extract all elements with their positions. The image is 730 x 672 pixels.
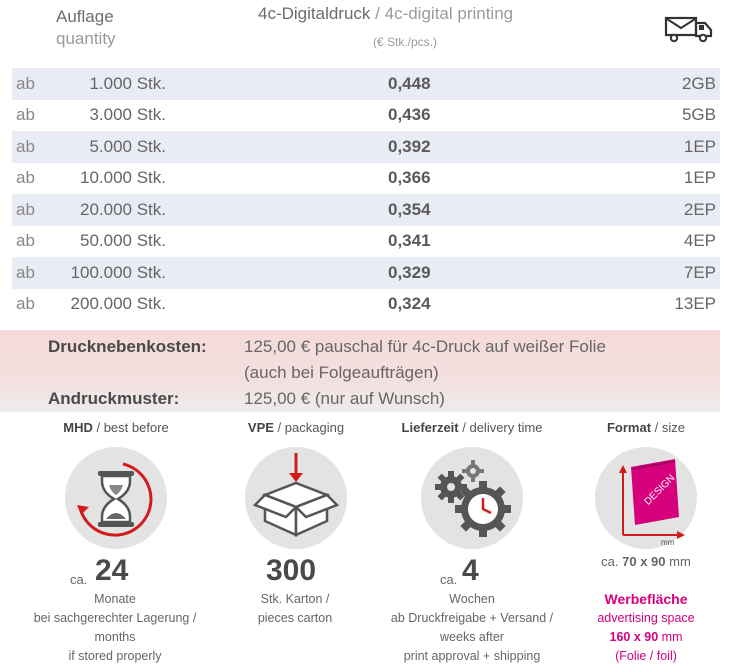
bag-size-icon: DESIGN mm [619, 459, 685, 547]
format-title: Format / size [606, 420, 686, 435]
proof-text: 125,00 € (nur auf Wunsch) [244, 389, 445, 408]
print-costs-note: (auch bei Folgeaufträgen) [244, 363, 439, 382]
format-size: ca. 70 x 90 mm [601, 554, 691, 569]
print-heading-sep: / [370, 4, 385, 23]
shipping-cell: 1EP [683, 168, 716, 188]
delivery-truck-icon [664, 16, 713, 43]
best-before-circle [65, 447, 167, 549]
quantity-cell: 10.000 Stk. [79, 168, 166, 188]
format-circle: DESIGN mm [595, 447, 697, 549]
ab-label: ab [16, 231, 35, 251]
price-cell: 0,354 [388, 199, 431, 219]
table-row: ab 100.000 Stk. 0,329 7EP [12, 257, 720, 289]
quantity-heading-de: Auflage [56, 7, 114, 26]
additional-costs-box: Drucknebenkosten: 125,00 € pauschal für … [0, 330, 720, 412]
feature-delivery-time: Lieferzeit / delivery time [382, 420, 562, 549]
table-row: ab 5.000 Stk. 0,392 1EP [12, 131, 720, 163]
delivery-time-text: Wochen ab Druckfreigabe + Versand / week… [390, 592, 554, 663]
box-icon [252, 453, 340, 537]
table-row: ab 3.000 Stk. 0,436 5GB [12, 100, 720, 132]
feature-format: Format / size DESIGN mm [556, 420, 730, 549]
price-cell: 0,324 [388, 294, 431, 314]
print-costs-text: 125,00 € pauschal für 4c-Druck auf weiße… [244, 337, 606, 356]
shipping-cell: 4EP [683, 231, 716, 251]
ab-label: ab [16, 105, 35, 125]
packaging-title: VPE / packaging [247, 420, 345, 435]
price-cell: 0,448 [388, 73, 431, 93]
best-before-title: MHD / best before [63, 420, 169, 435]
delivery-time-value: 4 [462, 554, 479, 587]
delivery-time-prefix: ca. [440, 572, 458, 587]
print-heading-de: 4c-Digitaldruck [258, 4, 371, 23]
price-table: ab 1.000 Stk. 0,448 2GB ab 3.000 Stk. 0,… [12, 68, 720, 320]
shipping-cell: 1EP [683, 136, 716, 156]
feature-packaging: VPE / packaging [206, 420, 386, 549]
best-before-value: 24 [95, 554, 129, 587]
ab-label: ab [16, 262, 35, 282]
table-row: ab 1.000 Stk. 0,448 2GB [12, 68, 720, 100]
ab-label: ab [16, 294, 35, 314]
price-cell: 0,341 [388, 231, 431, 251]
best-before-prefix: ca. [70, 572, 88, 587]
shipping-cell: 2GB [681, 73, 716, 93]
price-cell: 0,329 [388, 262, 431, 282]
packaging-text: Stk. Karton / pieces carton [257, 592, 333, 625]
quantity-cell: 1.000 Stk. [89, 73, 166, 93]
packaging-value: 300 [266, 554, 317, 587]
ab-label: ab [16, 73, 35, 93]
mm-label: mm [661, 538, 675, 547]
ab-label: ab [16, 168, 35, 188]
quantity-cell: 200.000 Stk. [70, 294, 166, 314]
shipping-cell: 13EP [674, 294, 716, 314]
quantity-cell: 50.000 Stk. [79, 231, 166, 251]
hourglass-icon [77, 462, 153, 537]
price-cell: 0,436 [388, 105, 431, 125]
quantity-cell: 3.000 Stk. [89, 105, 166, 125]
quantity-heading: Auflage quantity [56, 6, 116, 50]
ab-label: ab [16, 136, 35, 156]
price-unit: (€ Stk./pcs.) [373, 35, 438, 49]
print-heading: 4c-Digitaldruck / 4c-digital printing [258, 4, 578, 24]
table-row: ab 50.000 Stk. 0,341 4EP [12, 226, 720, 258]
shipping-cell: 7EP [683, 262, 716, 282]
delivery-time-title: Lieferzeit / delivery time [401, 420, 543, 435]
gears-clock-icon [435, 460, 511, 537]
packaging-circle [245, 447, 347, 549]
quantity-cell: 20.000 Stk. [79, 199, 166, 219]
proof-label: Andruckmuster: [48, 389, 180, 408]
delivery-time-circle [421, 447, 523, 549]
table-row: ab 10.000 Stk. 0,366 1EP [12, 163, 720, 195]
price-cell: 0,392 [388, 136, 431, 156]
quantity-cell: 5.000 Stk. [89, 136, 166, 156]
table-row: ab 200.000 Stk. 0,324 13EP [12, 289, 720, 321]
price-table-header: Auflage quantity 4c-Digitaldruck / 4c-di… [0, 0, 730, 68]
shipping-cell: 5GB [681, 105, 716, 125]
print-heading-en: 4c-digital printing [384, 4, 514, 23]
ab-label: ab [16, 199, 35, 219]
print-costs-label: Drucknebenkosten: [48, 337, 207, 356]
quantity-cell: 100.000 Stk. [70, 262, 166, 282]
advertising-space: Werbefläche advertising space 160 x 90 m… [597, 591, 695, 663]
feature-best-before: MHD / best before [26, 420, 206, 549]
shipping-cell: 2EP [683, 199, 716, 219]
table-row: ab 20.000 Stk. 0,354 2EP [12, 194, 720, 226]
quantity-heading-en: quantity [56, 29, 116, 48]
price-cell: 0,366 [388, 168, 431, 188]
best-before-text: Monate bei sachgerechter Lagerung / mont… [33, 592, 197, 663]
